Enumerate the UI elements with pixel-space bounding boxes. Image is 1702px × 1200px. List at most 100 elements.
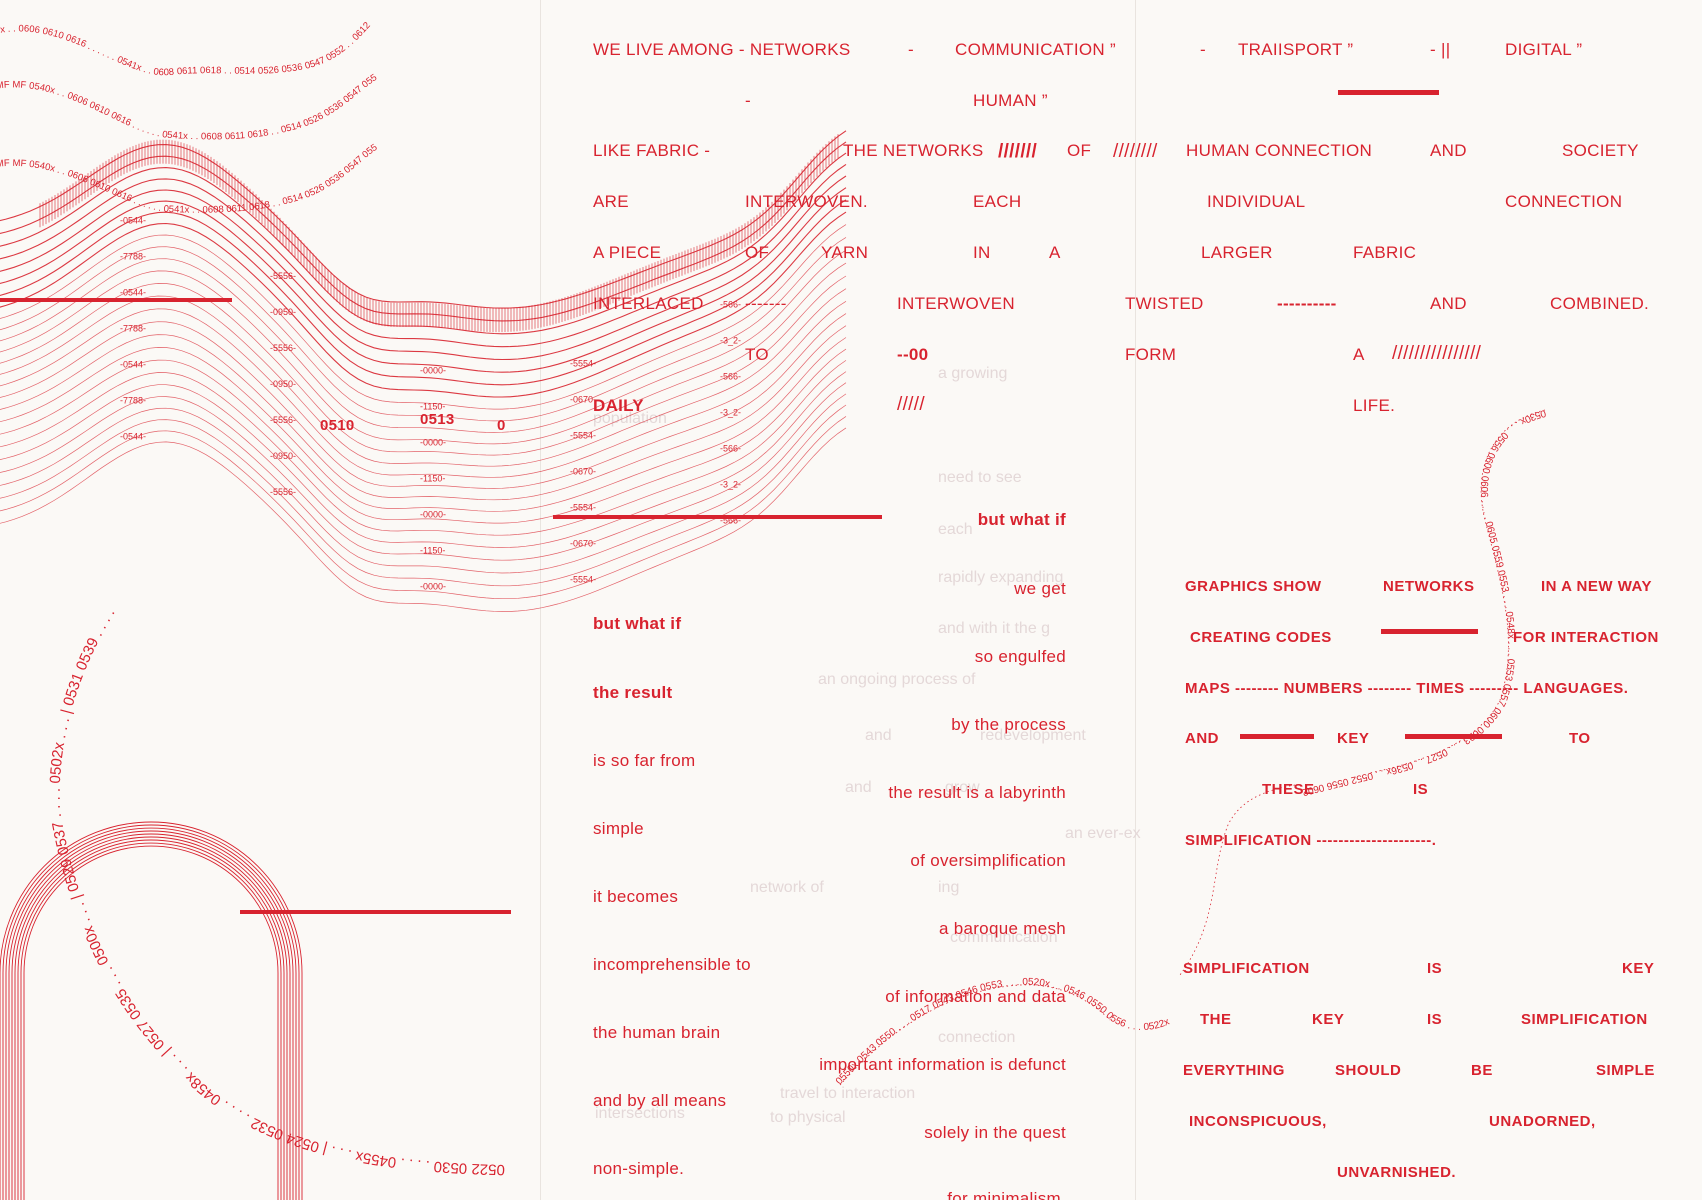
contour-label: -1150- (420, 546, 445, 556)
ghost-text: network of (750, 879, 824, 896)
contour-label: -0000- (420, 510, 446, 520)
contour-label: -0544- (120, 431, 146, 441)
statement-text: SIMPLE (1596, 1062, 1655, 1079)
ghost-text: need to see (938, 469, 1022, 486)
contour-line (0, 313, 847, 489)
verse-line: and by all means (593, 1091, 727, 1110)
statement-text: THE (1200, 1011, 1232, 1028)
manifesto-text: TRAΙΙSPORT ” (1238, 40, 1354, 59)
manifesto-text: SOCIETY (1562, 141, 1639, 160)
manifesto-text: HUMAN CONNECTION (1186, 141, 1373, 160)
curve-sequence: 0540x . . 0606 0610 0616 . . . . . . 054… (0, 20, 373, 78)
statement-text: CREATING CODES (1190, 629, 1332, 646)
statement-text: INCONSPICUOUS, (1189, 1113, 1327, 1130)
contour-label: -0950- (270, 379, 296, 389)
statement-text: TO (1569, 730, 1591, 747)
ghost-text: and (845, 779, 872, 796)
manifesto-text: LIFE. (1353, 396, 1396, 415)
red-bar (1405, 734, 1502, 739)
red-bar (0, 298, 232, 302)
arch-line (17, 839, 285, 1200)
statement-text: MAPS -------- NUMBERS -------- TIMES ---… (1185, 680, 1629, 697)
dotted-route (1179, 784, 1296, 976)
contour-label: -3_2- (720, 408, 741, 418)
statement-text: AND (1185, 730, 1219, 747)
ghost-text: ing (938, 879, 960, 896)
red-bar (240, 910, 511, 914)
arch-line (23, 845, 279, 1200)
manifesto-text: COMBINED. (1550, 294, 1650, 313)
contour-label: -0000- (420, 366, 446, 376)
manifesto-text: FORM (1125, 345, 1177, 364)
contour-label: -7788- (120, 251, 146, 261)
contour-label: -0000- (420, 438, 446, 448)
contour-label: -3_2- (720, 336, 741, 346)
statement-text: SIMPLIFICATION (1183, 960, 1310, 977)
contour-line (0, 187, 847, 373)
contour-label: -7788- (120, 323, 146, 333)
manifesto-text: TO (745, 345, 769, 364)
manifesto-text: A (1353, 345, 1365, 364)
manifesto-text: CONNECTION (1505, 192, 1623, 211)
arch-line (14, 836, 288, 1200)
contour-line (0, 337, 847, 512)
verse-line: of oversimplification (910, 851, 1066, 870)
route-sequence: 0530x . . . 0556 0600 0606 . . . . 0605 … (0, 0, 1547, 798)
contour-label: -0544- (120, 287, 146, 297)
contour-line (0, 199, 847, 386)
ghost-text: each (938, 521, 973, 538)
contour-line (0, 404, 847, 587)
contour-label: -5554- (570, 431, 596, 441)
ghost-text: rapidly expanding (938, 569, 1064, 586)
statement-text: SIMPLIFICATION (1521, 1011, 1648, 1028)
statement-text: GRAPHICS SHOW (1185, 578, 1322, 595)
manifesto-text: ---------- (1277, 294, 1337, 313)
ghost-text: and with it the g (938, 620, 1051, 637)
contour-label: -1150- (420, 474, 445, 484)
contour-line (0, 211, 847, 398)
manifesto-text: THE NETWORKS (843, 141, 984, 160)
arch-line (8, 830, 294, 1200)
contour-label: -0670- (570, 539, 596, 549)
verse-line: simple (593, 819, 644, 838)
manifesto-text: --00 (897, 345, 929, 364)
manifesto-text: COMMUNICATION ” (955, 40, 1116, 59)
verse-line: but what if (977, 510, 1066, 529)
statement-text: SIMPLIFICATION ---------------------. (1185, 832, 1437, 849)
fold-line-left (540, 0, 541, 1200)
ghost-text: population (593, 410, 667, 427)
wave-label: 0513 (420, 411, 455, 428)
arch-line (5, 827, 297, 1200)
ghost-text: and (865, 727, 892, 744)
manifesto-text: INTERLACED (593, 294, 704, 313)
manifesto-text: A PIECE (593, 243, 662, 262)
arch-line (20, 842, 282, 1200)
red-bar (1381, 629, 1478, 634)
contour-line (0, 393, 847, 574)
statement-text: UNADORNED, (1489, 1113, 1596, 1130)
manifesto-text: OF (745, 243, 770, 262)
manifesto-text: ARE (593, 192, 629, 211)
statement-text: KEY (1337, 730, 1370, 747)
ghost-text: grow (945, 779, 980, 796)
arch-line (11, 833, 291, 1200)
manifesto-text: - (1200, 40, 1206, 59)
manifesto-text: ///// (897, 394, 925, 415)
verse-line: the human brain (593, 1023, 721, 1042)
manifesto-text: OF (1067, 141, 1092, 160)
dotted-route (1369, 409, 1546, 774)
ghost-text: a growing (938, 365, 1008, 382)
ghost-text: communication (950, 929, 1058, 946)
manifesto-text: AND (1430, 294, 1467, 313)
statement-text: IS (1427, 960, 1443, 977)
manifesto-text: - || (1430, 40, 1451, 59)
contour-line (0, 371, 847, 548)
manifesto-text: HUMAN ” (973, 91, 1048, 110)
manifesto-text: LARGER (1201, 243, 1273, 262)
fold-line-right (1135, 0, 1136, 1200)
verse-line: incomprehensible to (593, 955, 751, 974)
contour-label: -0950- (270, 451, 296, 461)
statement-text: KEY (1312, 1011, 1345, 1028)
arc-number-curve: 0522 0530 . . . . 0455x . . . | 0524 053… (47, 605, 505, 1178)
